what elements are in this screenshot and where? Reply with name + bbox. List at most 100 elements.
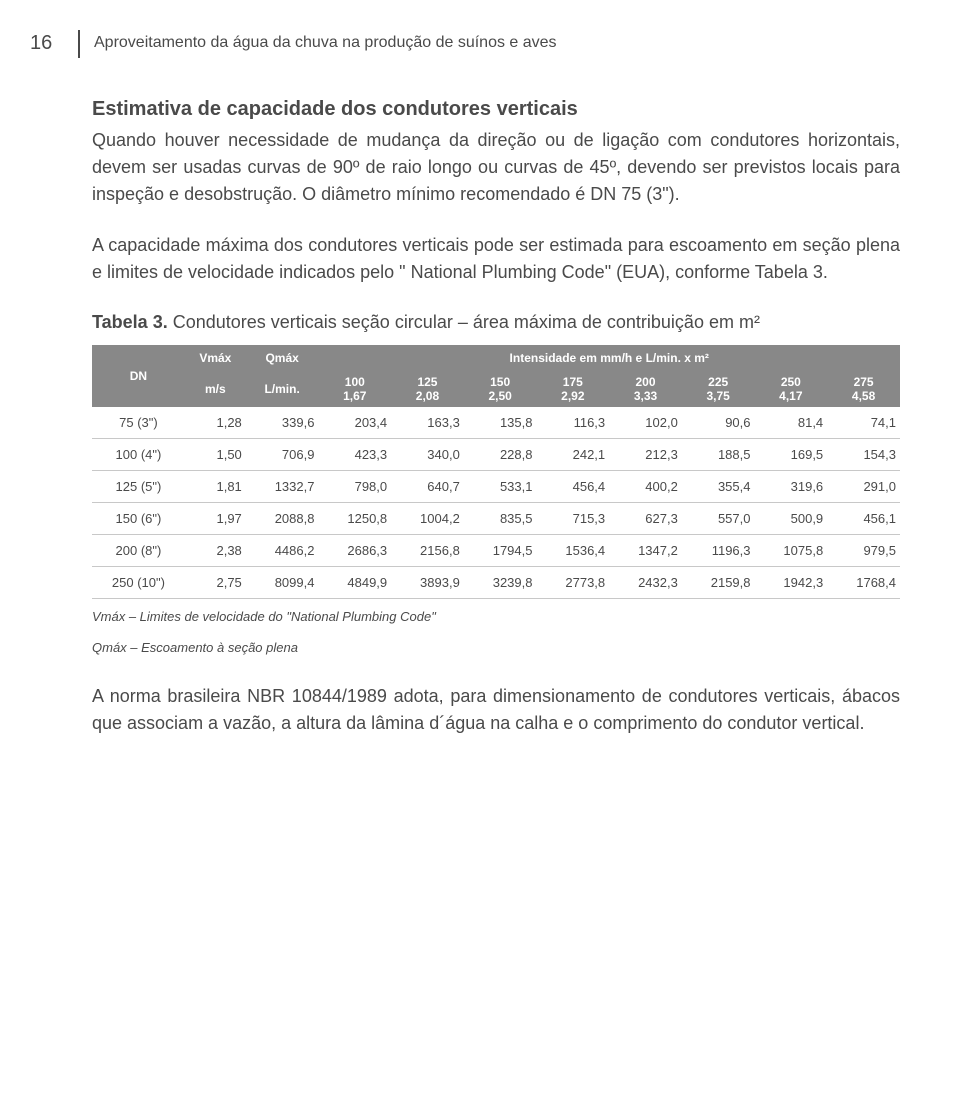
cell-vmax: 2,38 [185, 535, 246, 567]
table-row: 75 (3")1,28339,6203,4163,3135,8116,3102,… [92, 407, 900, 439]
cell-val: 456,4 [536, 471, 609, 503]
page-header: 16 Aproveitamento da água da chuva na pr… [30, 30, 900, 58]
closing-paragraph: A norma brasileira NBR 10844/1989 adota,… [92, 683, 900, 737]
cell-val: 154,3 [827, 439, 900, 471]
cell-val: 1536,4 [536, 535, 609, 567]
header-divider [78, 30, 80, 58]
th-vmax-label: Vmáx [199, 351, 231, 365]
cell-vmax: 1,28 [185, 407, 246, 439]
cell-dn: 250 (10") [92, 567, 185, 599]
th-vmax: Vmáx [185, 345, 246, 371]
cell-val: 533,1 [464, 471, 537, 503]
cell-val: 979,5 [827, 535, 900, 567]
cell-qmax: 8099,4 [246, 567, 319, 599]
cell-val: 81,4 [755, 407, 828, 439]
th-intensity-col: 2253,75 [682, 371, 755, 407]
paragraph-2: A capacidade máxima dos condutores verti… [92, 232, 900, 286]
cell-val: 1794,5 [464, 535, 537, 567]
th-intensity-col: 2754,58 [827, 371, 900, 407]
cell-val: 2773,8 [536, 567, 609, 599]
th-intensity-col: 1252,08 [391, 371, 464, 407]
th-intensity-col: 2504,17 [755, 371, 828, 407]
cell-val: 242,1 [536, 439, 609, 471]
data-table: DN Vmáx Qmáx Intensidade em mm/h e L/min… [92, 345, 900, 599]
cell-val: 4849,9 [318, 567, 391, 599]
cell-qmax: 4486,2 [246, 535, 319, 567]
th-vmax-unit: m/s [185, 371, 246, 407]
cell-val: 2432,3 [609, 567, 682, 599]
table-row: 100 (4")1,50706,9423,3340,0228,8242,1212… [92, 439, 900, 471]
cell-val: 90,6 [682, 407, 755, 439]
cell-val: 340,0 [391, 439, 464, 471]
paragraph-1: Quando houver necessidade de mudança da … [92, 127, 900, 208]
cell-val: 2156,8 [391, 535, 464, 567]
cell-val: 1942,3 [755, 567, 828, 599]
cell-val: 1347,2 [609, 535, 682, 567]
cell-val: 116,3 [536, 407, 609, 439]
cell-val: 135,8 [464, 407, 537, 439]
cell-vmax: 1,81 [185, 471, 246, 503]
cell-val: 1250,8 [318, 503, 391, 535]
table-caption-text: Condutores verticais seção circular – ár… [168, 312, 760, 332]
table-caption: Tabela 3. Condutores verticais seção cir… [92, 310, 900, 335]
cell-vmax: 1,97 [185, 503, 246, 535]
cell-vmax: 1,50 [185, 439, 246, 471]
th-qmax: Qmáx [246, 345, 319, 371]
cell-val: 627,3 [609, 503, 682, 535]
cell-val: 102,0 [609, 407, 682, 439]
cell-vmax: 2,75 [185, 567, 246, 599]
cell-dn: 125 (5") [92, 471, 185, 503]
table-row: 250 (10")2,758099,44849,93893,93239,8277… [92, 567, 900, 599]
cell-val: 163,3 [391, 407, 464, 439]
cell-dn: 200 (8") [92, 535, 185, 567]
cell-val: 228,8 [464, 439, 537, 471]
cell-val: 188,5 [682, 439, 755, 471]
cell-val: 1075,8 [755, 535, 828, 567]
cell-val: 203,4 [318, 407, 391, 439]
cell-val: 640,7 [391, 471, 464, 503]
content-block: Estimativa de capacidade dos condutores … [92, 98, 900, 737]
cell-qmax: 339,6 [246, 407, 319, 439]
cell-val: 456,1 [827, 503, 900, 535]
section-title: Estimativa de capacidade dos condutores … [92, 98, 900, 121]
th-intensity-col: 1752,92 [536, 371, 609, 407]
cell-val: 715,3 [536, 503, 609, 535]
cell-qmax: 1332,7 [246, 471, 319, 503]
running-title: Aproveitamento da água da chuva na produ… [94, 30, 557, 52]
cell-val: 400,2 [609, 471, 682, 503]
cell-val: 355,4 [682, 471, 755, 503]
page-number: 16 [30, 30, 78, 55]
table-footnote-1: Vmáx – Limites de velocidade do "Nationa… [92, 609, 900, 624]
cell-dn: 150 (6") [92, 503, 185, 535]
cell-val: 3893,9 [391, 567, 464, 599]
cell-val: 500,9 [755, 503, 828, 535]
th-intensity-col: 1502,50 [464, 371, 537, 407]
th-qmax-unit: L/min. [246, 371, 319, 407]
cell-val: 2686,3 [318, 535, 391, 567]
cell-val: 169,5 [755, 439, 828, 471]
cell-val: 3239,8 [464, 567, 537, 599]
th-intensity: Intensidade em mm/h e L/min. x m² [318, 345, 900, 371]
cell-qmax: 706,9 [246, 439, 319, 471]
cell-val: 212,3 [609, 439, 682, 471]
table-row: 125 (5")1,811332,7798,0640,7533,1456,440… [92, 471, 900, 503]
cell-val: 557,0 [682, 503, 755, 535]
cell-dn: 75 (3") [92, 407, 185, 439]
cell-val: 1768,4 [827, 567, 900, 599]
cell-val: 1196,3 [682, 535, 755, 567]
cell-val: 74,1 [827, 407, 900, 439]
cell-dn: 100 (4") [92, 439, 185, 471]
table-footnote-2: Qmáx – Escoamento à seção plena [92, 640, 900, 655]
table-row: 150 (6")1,972088,81250,81004,2835,5715,3… [92, 503, 900, 535]
cell-val: 798,0 [318, 471, 391, 503]
cell-val: 1004,2 [391, 503, 464, 535]
cell-val: 291,0 [827, 471, 900, 503]
cell-val: 2159,8 [682, 567, 755, 599]
th-dn: DN [92, 345, 185, 407]
cell-val: 319,6 [755, 471, 828, 503]
th-intensity-col: 2003,33 [609, 371, 682, 407]
table-caption-label: Tabela 3. [92, 312, 168, 332]
cell-qmax: 2088,8 [246, 503, 319, 535]
cell-val: 835,5 [464, 503, 537, 535]
th-intensity-col: 1001,67 [318, 371, 391, 407]
